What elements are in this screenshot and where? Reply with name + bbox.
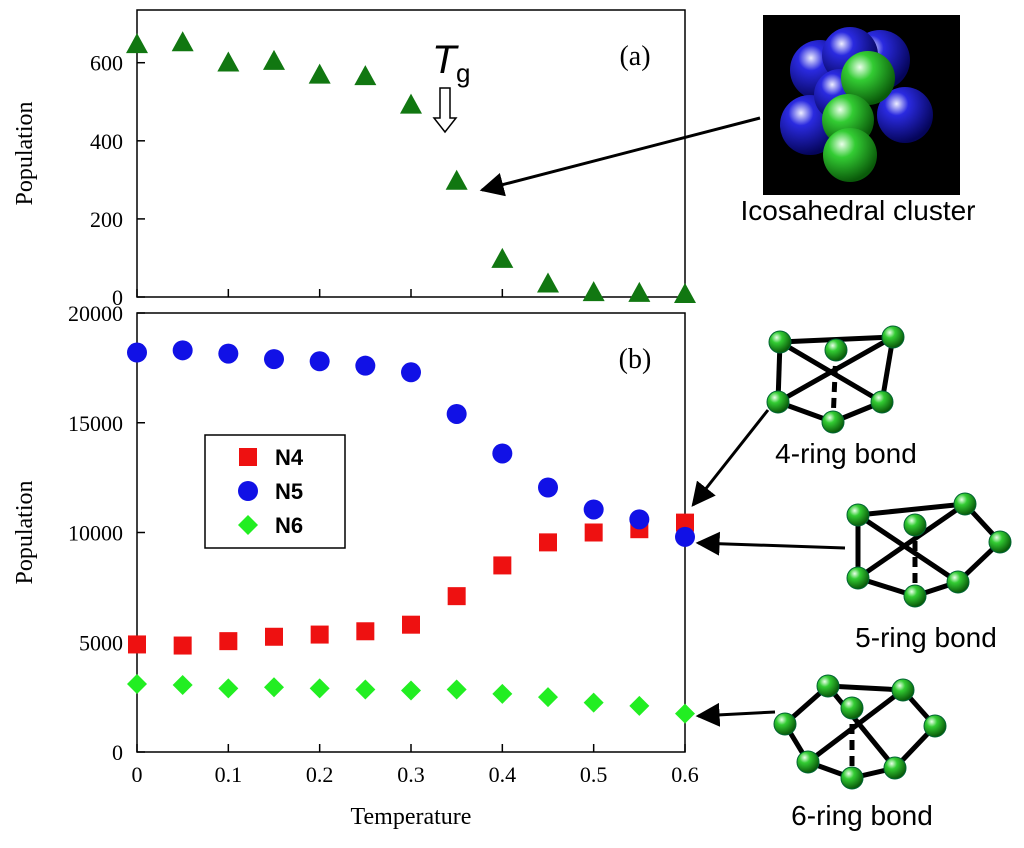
tg-arrow	[432, 87, 458, 134]
ring4-image	[766, 325, 905, 434]
marker	[263, 49, 285, 70]
tg-subscript: g	[456, 58, 470, 88]
marker	[355, 355, 376, 376]
x-tick-label: 0.3	[397, 762, 425, 787]
marker	[356, 622, 375, 641]
x-tick-label: 0.2	[306, 762, 334, 787]
marker	[127, 673, 147, 694]
marker	[446, 679, 467, 700]
marker	[447, 587, 466, 606]
y-tick-label: 400	[90, 129, 123, 154]
legend-marker	[238, 481, 258, 501]
icosahedral-image	[763, 15, 960, 195]
x-tick-label: 0.4	[489, 762, 517, 787]
image-label: 4-ring bond	[775, 438, 917, 469]
y-axis-label: Population	[12, 480, 38, 584]
legend-marker	[239, 448, 257, 466]
marker	[219, 632, 238, 651]
marker	[628, 281, 651, 302]
marker	[354, 65, 377, 86]
legend-label: N4	[275, 445, 304, 470]
x-axis-label: Temperature	[351, 804, 472, 830]
pointer-arrows	[479, 116, 846, 727]
y-tick-label: 10000	[68, 521, 123, 546]
marker	[264, 677, 284, 698]
x-tick-label: 0.5	[580, 762, 608, 787]
marker	[583, 499, 604, 520]
marker	[172, 675, 193, 696]
marker	[446, 403, 467, 424]
marker	[492, 683, 513, 704]
legend-box	[204, 434, 346, 549]
marker	[127, 342, 147, 363]
legend-marker	[238, 515, 258, 535]
marker	[583, 692, 604, 713]
y-tick-label: 20000	[68, 301, 123, 326]
marker	[308, 63, 331, 84]
marker	[173, 636, 192, 655]
plot-frame	[136, 9, 686, 298]
marker	[582, 281, 605, 302]
ring6-image	[773, 674, 947, 790]
marker	[128, 635, 146, 654]
marker	[538, 477, 558, 498]
y-tick-label: 15000	[68, 411, 123, 436]
marker	[355, 679, 376, 700]
panel-label: (a)	[619, 41, 650, 72]
tg-label: T	[432, 38, 459, 82]
marker	[492, 443, 513, 464]
legend-label: N5	[275, 479, 303, 504]
image-label: 6-ring bond	[791, 800, 933, 831]
image-label: 5-ring bond	[855, 622, 997, 653]
y-tick-label: 0	[112, 285, 123, 310]
marker	[171, 31, 194, 52]
y-tick-label: 600	[90, 51, 123, 76]
marker	[265, 627, 283, 646]
marker	[217, 51, 240, 72]
marker	[584, 523, 603, 542]
x-tick-label: 0	[132, 762, 143, 787]
marker	[538, 687, 558, 708]
marker	[218, 343, 239, 364]
marker	[629, 695, 650, 716]
marker	[493, 556, 512, 575]
marker	[402, 615, 420, 634]
image-label: Icosahedral cluster	[740, 195, 975, 226]
marker	[126, 33, 148, 54]
marker	[310, 625, 329, 644]
marker	[675, 703, 695, 724]
marker	[629, 509, 650, 530]
marker	[172, 340, 193, 361]
ring5-image	[846, 492, 1012, 608]
marker	[218, 678, 239, 699]
y-tick-label: 0	[112, 740, 123, 765]
marker	[264, 349, 284, 370]
marker	[491, 247, 514, 268]
legend-label: N6	[275, 513, 303, 538]
marker	[401, 680, 421, 701]
marker	[445, 169, 468, 190]
marker	[539, 533, 557, 552]
marker	[400, 93, 422, 114]
panel-label: (b)	[619, 344, 652, 375]
x-tick-label: 0.6	[671, 762, 699, 787]
x-tick-label: 0.1	[215, 762, 243, 787]
y-tick-label: 5000	[79, 630, 123, 655]
y-axis-label: Population	[12, 101, 38, 205]
marker	[309, 351, 330, 372]
marker	[675, 526, 695, 547]
marker	[676, 513, 694, 532]
marker	[537, 272, 559, 293]
y-tick-label: 200	[90, 207, 123, 232]
marker	[309, 678, 330, 699]
marker	[674, 283, 696, 304]
marker	[401, 362, 421, 383]
